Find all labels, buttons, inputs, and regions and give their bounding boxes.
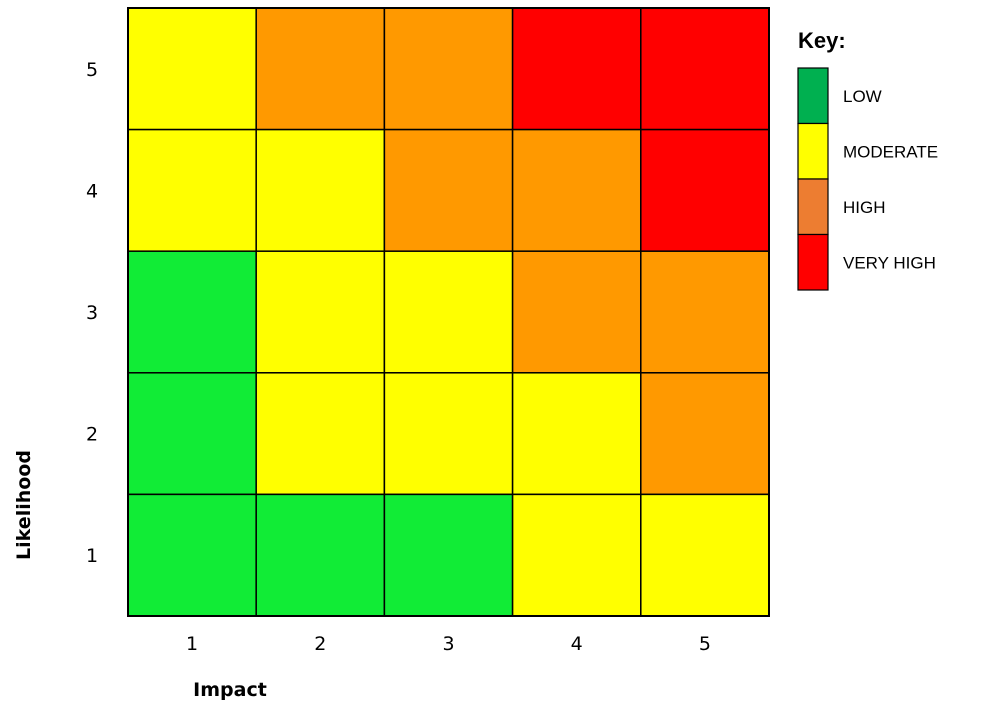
x-tick-label: 5 bbox=[699, 633, 711, 655]
heatmap-cell-l2-i5 bbox=[640, 372, 770, 496]
legend-title: Key: bbox=[798, 28, 846, 53]
y-tick-label: 2 bbox=[86, 424, 98, 446]
y-tick-label: 3 bbox=[86, 302, 98, 324]
heatmap-cell-l4-i2 bbox=[255, 128, 386, 252]
heatmap-cell-l3-i3 bbox=[383, 250, 514, 374]
heatmap-cell-l5-i4 bbox=[511, 7, 642, 131]
heatmap-cell-l5-i3 bbox=[383, 7, 514, 131]
heatmap-cell-l3-i4 bbox=[511, 250, 642, 374]
heatmap-cell-l4-i1 bbox=[127, 128, 257, 252]
x-tick-label: 1 bbox=[186, 633, 198, 655]
y-axis-ticks: 5 4 3 2 1 bbox=[86, 59, 98, 567]
heatmap-cell-l1-i4 bbox=[511, 493, 642, 617]
grid-border bbox=[127, 7, 770, 617]
heatmap-cell-l4-i4 bbox=[511, 128, 642, 252]
x-tick-label: 3 bbox=[442, 633, 454, 655]
y-tick-label: 4 bbox=[86, 180, 98, 202]
x-axis-title: Impact bbox=[193, 679, 267, 701]
legend-items: LOW MODERATE HIGH VERY HIGH bbox=[797, 67, 938, 291]
heatmap-cell-l2-i2 bbox=[255, 372, 386, 496]
legend-label: HIGH bbox=[843, 198, 886, 217]
heatmap-cell-l5-i5 bbox=[640, 7, 770, 131]
x-axis-ticks: 1 2 3 4 5 bbox=[186, 633, 711, 655]
legend-label: LOW bbox=[843, 87, 882, 106]
heatmap-cell-l1-i5 bbox=[640, 493, 770, 617]
legend-label: MODERATE bbox=[843, 142, 938, 161]
legend-label: VERY HIGH bbox=[843, 253, 936, 272]
legend-swatch bbox=[797, 122, 829, 180]
heatmap-cell-l2-i3 bbox=[383, 372, 514, 496]
x-tick-label: 4 bbox=[571, 633, 583, 655]
legend-swatch bbox=[797, 178, 829, 236]
y-tick-label: 5 bbox=[86, 59, 98, 81]
heatmap-cell-l2-i1 bbox=[127, 372, 257, 496]
heatmap-cell-l3-i5 bbox=[640, 250, 770, 374]
heatmap-cell-l1-i3 bbox=[383, 493, 514, 617]
heatmap-cell-l4-i5 bbox=[640, 128, 770, 252]
heatmap-cell-l2-i4 bbox=[511, 372, 642, 496]
heatmap-cell-l3-i2 bbox=[255, 250, 386, 374]
legend-swatch bbox=[797, 67, 829, 125]
heatmap-cell-l1-i2 bbox=[255, 493, 386, 617]
heatmap-cell-l4-i3 bbox=[383, 128, 514, 252]
x-tick-label: 2 bbox=[314, 633, 326, 655]
heatmap-cell-l3-i1 bbox=[127, 250, 257, 374]
heatmap-cell-l1-i1 bbox=[127, 493, 257, 617]
y-axis-title: Likelihood bbox=[13, 450, 35, 560]
heatmap-grid bbox=[127, 7, 770, 617]
heatmap-cell-l5-i1 bbox=[127, 7, 257, 131]
y-tick-label: 1 bbox=[86, 545, 98, 567]
legend: Key: LOW MODERATE HIGH VERY HIGH bbox=[797, 28, 938, 291]
legend-swatch bbox=[797, 233, 829, 291]
heatmap-cell-l5-i2 bbox=[255, 7, 386, 131]
